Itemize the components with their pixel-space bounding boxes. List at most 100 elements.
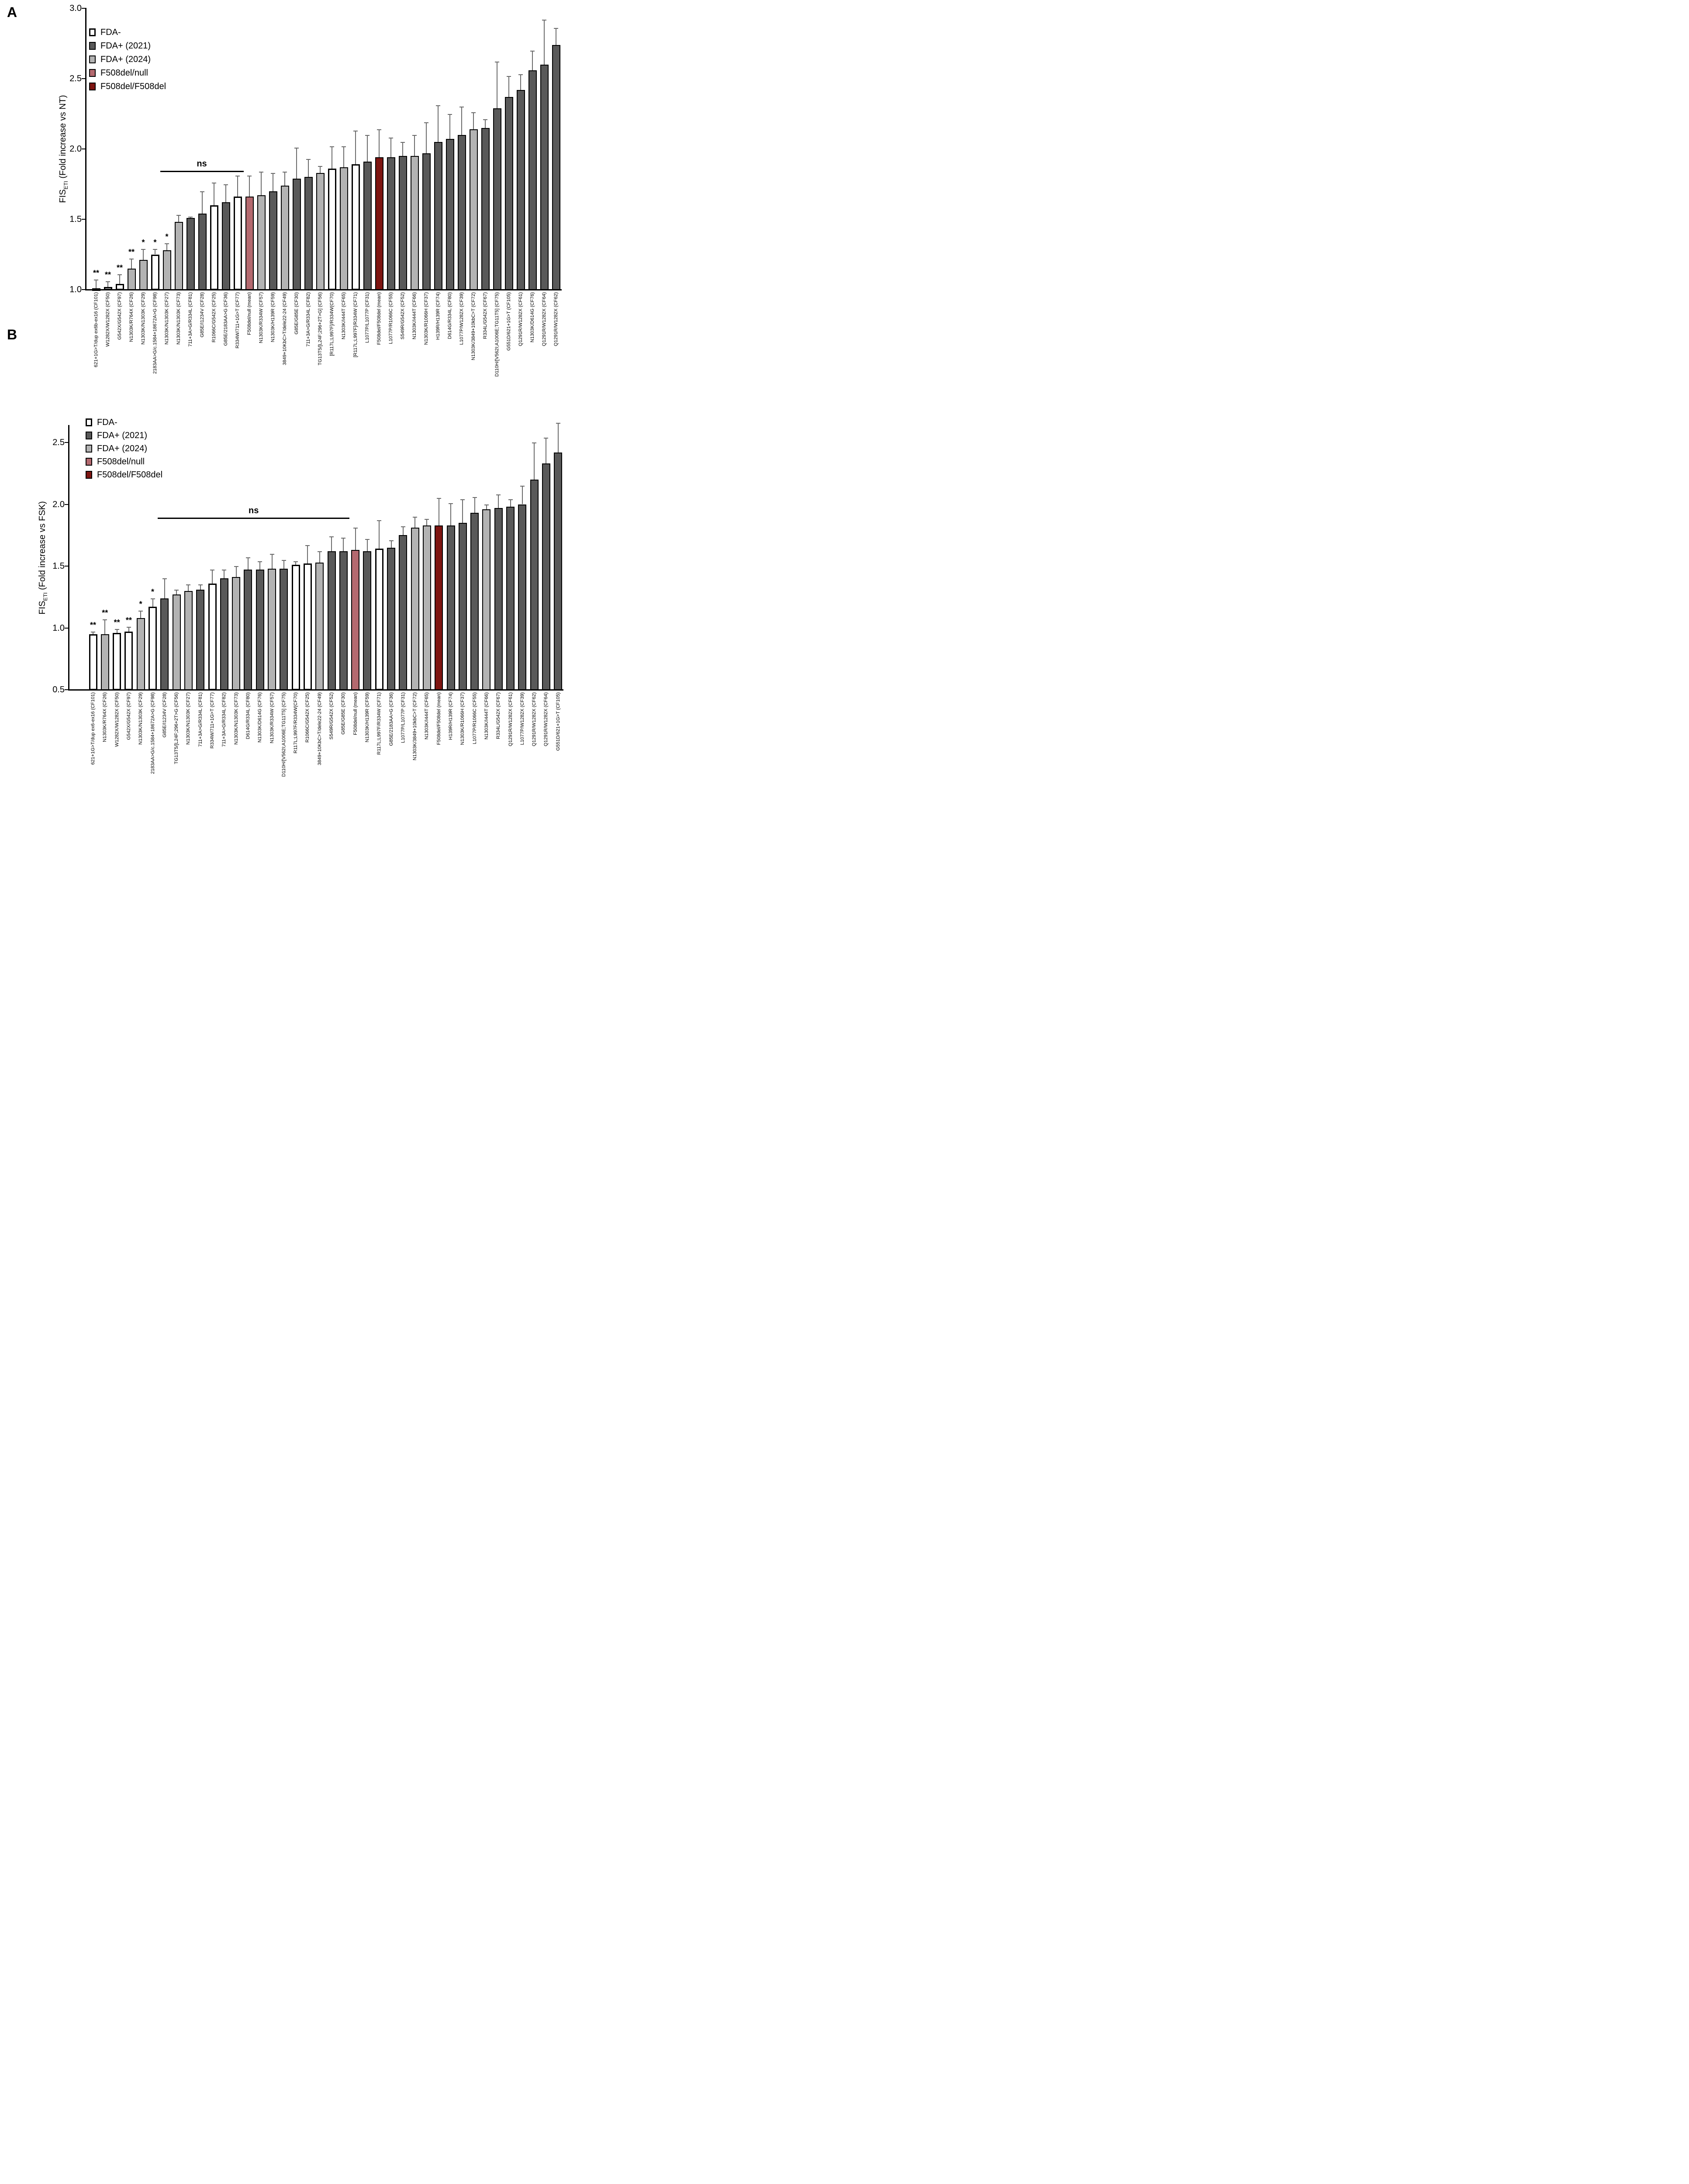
error-bar-cap [269,553,274,555]
x-tick-label: N1303K/R1066H (CF37) [424,292,429,345]
error-bar-cap [294,561,298,562]
x-tick-label: R1066C/G542X (CF25) [305,692,311,743]
bar [422,525,431,690]
x-tick-label: G85E/I1234V (CF28) [162,692,167,738]
x-tick-label: D110H/[V562I;A1006E;TG11T5] (CF75) [281,692,287,777]
error-bar [544,19,545,65]
error-bar [178,215,179,222]
error-bar-cap [306,159,311,160]
error-bar [532,50,533,70]
x-tick-label: N1303K/R334W (CF57) [259,292,264,343]
x-tick-label: 3849+10KbC>T/dele22-24 (CF49) [282,292,287,365]
legend-swatch [86,445,92,453]
error-bar [438,105,439,142]
error-bar [402,526,404,536]
x-tick-label: 3849+10KbC>T/dele22-24 (CF49) [317,692,322,765]
bar [422,153,431,290]
panel-a-label: A [7,4,17,20]
y-tick [82,78,86,79]
x-tick-label: L1077P/L1077P (CF31) [365,292,370,343]
bar [375,549,383,690]
error-bar [450,503,451,525]
bar [186,218,195,290]
error-bar-cap [198,584,203,586]
error-bar [212,570,213,584]
error-bar-cap [353,528,358,529]
bar [494,508,503,690]
legend-label: FDA+ (2024) [97,444,148,453]
y-tick-label: 2.5 [52,438,65,447]
bar [89,634,97,690]
significance-marker: * [151,587,154,596]
error-bar-cap [224,184,228,185]
error-bar [249,176,250,197]
error-bar [271,553,273,569]
x-tick-label: N1303K/R1066H (CF37) [460,692,466,745]
x-tick-label: N1303K/3849+10kbC>T (CF72) [471,292,476,360]
x-tick-label: N1303K/D614G (CF76) [530,292,535,342]
error-bar [498,494,499,508]
x-tick-label: N1303K/R764X (CF26) [129,292,134,342]
error-bar-cap [436,498,441,499]
bar [540,64,549,290]
bar [398,156,407,290]
error-bar [152,598,153,607]
y-tick [65,442,69,443]
y-tick-label: 1.0 [52,623,65,633]
bar [196,589,205,690]
error-bar-cap [117,274,122,275]
error-bar [140,610,142,618]
y-tick [65,627,69,629]
error-bar-cap [508,499,513,501]
y-tick [65,689,69,690]
bar [446,139,454,290]
bar [303,563,312,690]
bar [446,525,455,690]
x-tick-label: 2183AA>G/c.1584+18672A>G (CF98) [152,292,158,374]
bar [363,161,372,290]
error-bar-cap [330,146,334,147]
x-tick-label: N1303K/3849+10kbC>T (CF72) [412,692,418,760]
bar [292,178,301,290]
error-bar [296,147,297,179]
bar [100,634,109,690]
error-bar-cap [259,171,263,173]
error-bar-cap [471,112,476,114]
error-bar-cap [106,281,110,282]
x-tick-label: F508del/null (mean) [352,692,358,735]
x-tick-label: 711+3A>G/R334L (CF81) [197,692,203,747]
x-tick-label: L1077P/R1066C (CF55) [388,292,394,344]
bar [232,577,241,690]
error-bar [366,539,368,552]
error-bar [390,540,392,548]
error-bar-cap [448,114,452,115]
x-tick-label: 711+3A>G/R334L (CF81) [188,292,193,347]
significance-marker: * [165,232,169,241]
error-bar-cap [342,146,346,147]
bar [304,177,313,290]
significance-marker: * [142,238,145,247]
y-tick-label: 1.5 [69,214,82,224]
panel-b-label: B [7,327,17,342]
bar [518,504,527,690]
error-bar [534,442,535,480]
error-bar [402,142,403,156]
x-tick-label: R334W/711+1G>T (CF77) [235,292,240,349]
error-bar-cap [556,422,560,424]
error-bar-cap [305,545,310,546]
bar [410,156,419,290]
bar [160,598,169,690]
x-tick-label: R334L/G542X (CF67) [483,292,488,339]
x-tick-label: 621+1G>T/dup ex6b-ex16 (CF101) [93,292,99,367]
error-bar-cap [377,129,381,130]
error-bar [474,497,475,513]
error-bar [510,499,511,507]
error-bar-cap [114,629,119,630]
error-bar-cap [425,519,429,520]
error-bar-cap [245,557,250,559]
y-tick-label: 0.5 [52,685,65,695]
bar [151,254,159,290]
bar [339,167,348,290]
error-bar-cap [200,191,204,192]
error-bar-cap [150,598,155,599]
